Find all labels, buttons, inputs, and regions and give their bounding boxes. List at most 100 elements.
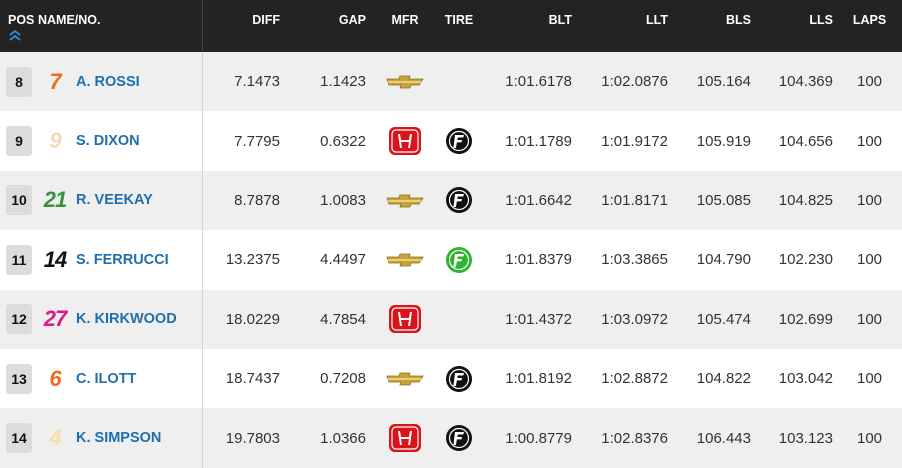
firestone-logo xyxy=(446,187,472,214)
position: 12 xyxy=(6,304,32,335)
llt: 1:01.9172 xyxy=(601,132,668,150)
gap: 0.6322 xyxy=(320,132,366,150)
driver-name[interactable]: K. SIMPSON xyxy=(76,430,162,447)
chevrolet-logo xyxy=(386,372,424,386)
diff: 8.7878 xyxy=(202,170,290,231)
gap: 1.0083 xyxy=(290,170,376,231)
lls: 102.699 xyxy=(761,289,843,349)
tire xyxy=(434,408,484,468)
tire xyxy=(434,170,484,231)
header-laps[interactable]: LAPS xyxy=(843,0,902,52)
car-number: 4 xyxy=(49,425,61,451)
result-row[interactable]: 9 9 S. DIXON 7.7795 0.6322 1:01.1789 1:01.9172… xyxy=(0,111,902,171)
pos-cell: 10 xyxy=(0,170,38,231)
lls: 104.656 xyxy=(778,132,833,150)
driver-name[interactable]: A. ROSSI xyxy=(76,73,140,90)
diff: 19.7803 xyxy=(202,408,290,468)
header-diff[interactable]: DIFF xyxy=(202,0,290,52)
laps: 100 xyxy=(843,408,902,468)
driver-name[interactable]: C. ILOTT xyxy=(76,370,137,387)
header-pos[interactable]: POS xyxy=(0,0,38,52)
position: 13 xyxy=(6,363,32,394)
table-body: 8 7 A. ROSSI 7.1473 1.1423 1:01.6178 1:02.0876… xyxy=(0,52,902,468)
name-cell: 9 S. DIXON xyxy=(38,111,203,171)
driver-name[interactable]: K. KIRKWOOD xyxy=(76,311,177,328)
gap: 4.7854 xyxy=(290,289,376,349)
laps: 100 xyxy=(856,370,883,388)
llt: 1:03.3865 xyxy=(601,251,668,269)
name-cell: 21 R. VEEKAY xyxy=(38,170,203,231)
firestone-logo xyxy=(446,128,472,155)
blt: 1:01.8379 xyxy=(505,251,572,269)
llt: 1:02.0876 xyxy=(582,52,678,112)
tire xyxy=(434,289,484,349)
llt: 1:03.0972 xyxy=(582,289,678,349)
blt: 1:01.1789 xyxy=(505,132,572,150)
car-number: 27 xyxy=(43,306,67,332)
honda-logo xyxy=(389,127,421,156)
position: 11 xyxy=(6,244,32,275)
chevrolet-logo xyxy=(386,253,424,267)
blt: 1:00.8779 xyxy=(484,408,582,468)
mfr xyxy=(376,230,434,289)
firestone-logo xyxy=(446,425,472,452)
chevrolet-logo xyxy=(386,75,424,89)
name-cell: 27 K. KIRKWOOD xyxy=(38,289,203,349)
header-bls[interactable]: BLS xyxy=(678,0,761,52)
lls: 102.230 xyxy=(778,251,833,269)
blt: 1:01.6642 xyxy=(484,170,582,231)
header-row: POS NAME/NO. DIFF GAP MFR TIRE BLT LLT B… xyxy=(0,0,902,52)
firestone-logo xyxy=(446,246,472,273)
car-number: 7 xyxy=(49,68,61,94)
pos-cell: 12 xyxy=(0,289,38,349)
blt: 1:01.4372 xyxy=(484,289,582,349)
name-cell: 14 S. FERRUCCI xyxy=(38,230,203,290)
mfr xyxy=(376,111,434,170)
driver-name[interactable]: S. DIXON xyxy=(76,133,140,150)
pos-cell: 8 xyxy=(0,52,38,112)
result-row[interactable]: 12 27 K. KIRKWOOD 18.0229 4.7854 1:01.4372 1:0… xyxy=(0,289,902,349)
bls: 105.919 xyxy=(696,132,751,150)
header-llt[interactable]: LLT xyxy=(582,0,678,52)
result-row[interactable]: 8 7 A. ROSSI 7.1473 1.1423 1:01.6178 1:02.0876… xyxy=(0,52,902,112)
firestone-logo xyxy=(446,365,472,392)
blt: 1:01.6178 xyxy=(484,52,582,112)
name-cell: 7 A. ROSSI xyxy=(38,52,203,112)
name-cell: 4 K. SIMPSON xyxy=(38,408,203,468)
result-row[interactable]: 13 6 C. ILOTT 18.7437 0.7208 1:01.8192 1:02.88… xyxy=(0,348,902,409)
header-mfr[interactable]: MFR xyxy=(376,0,434,52)
driver-name[interactable]: R. VEEKAY xyxy=(76,192,153,209)
laps: 100 xyxy=(843,170,902,231)
driver-name[interactable]: S. FERRUCCI xyxy=(76,251,169,268)
laps: 100 xyxy=(843,52,902,112)
diff: 18.0229 xyxy=(202,289,290,349)
bls: 104.790 xyxy=(696,251,751,269)
mfr xyxy=(376,289,434,349)
result-row[interactable]: 10 21 R. VEEKAY 8.7878 1.0083 1:01.6642 1:01.8… xyxy=(0,170,902,231)
pos-cell: 13 xyxy=(0,349,38,408)
blt: 1:01.8192 xyxy=(505,370,572,388)
llt: 1:01.8171 xyxy=(582,170,678,231)
car-number: 9 xyxy=(49,128,61,154)
gap: 4.4497 xyxy=(320,251,366,269)
gap: 1.1423 xyxy=(290,52,376,112)
diff: 7.7795 xyxy=(234,132,280,150)
header-blt[interactable]: BLT xyxy=(484,0,582,52)
header-tire[interactable]: TIRE xyxy=(434,0,484,52)
result-row[interactable]: 14 4 K. SIMPSON 19.7803 1.0366 1:00.8779 1:02.… xyxy=(0,408,902,468)
laps: 100 xyxy=(856,251,883,269)
pos-cell: 11 xyxy=(0,230,38,289)
result-row[interactable]: 11 14 S. FERRUCCI 13.2375 4.4497 1:01.8379 1:0… xyxy=(0,230,902,290)
tire xyxy=(434,52,484,112)
lls: 103.042 xyxy=(778,370,833,388)
header-name[interactable]: NAME/NO. xyxy=(38,0,203,52)
car-number: 21 xyxy=(43,187,67,213)
bls: 106.443 xyxy=(678,408,761,468)
mfr xyxy=(376,349,434,408)
header-lls[interactable]: LLS xyxy=(761,0,843,52)
bls: 105.164 xyxy=(678,52,761,112)
header-gap[interactable]: GAP xyxy=(290,0,376,52)
laps: 100 xyxy=(856,132,883,150)
